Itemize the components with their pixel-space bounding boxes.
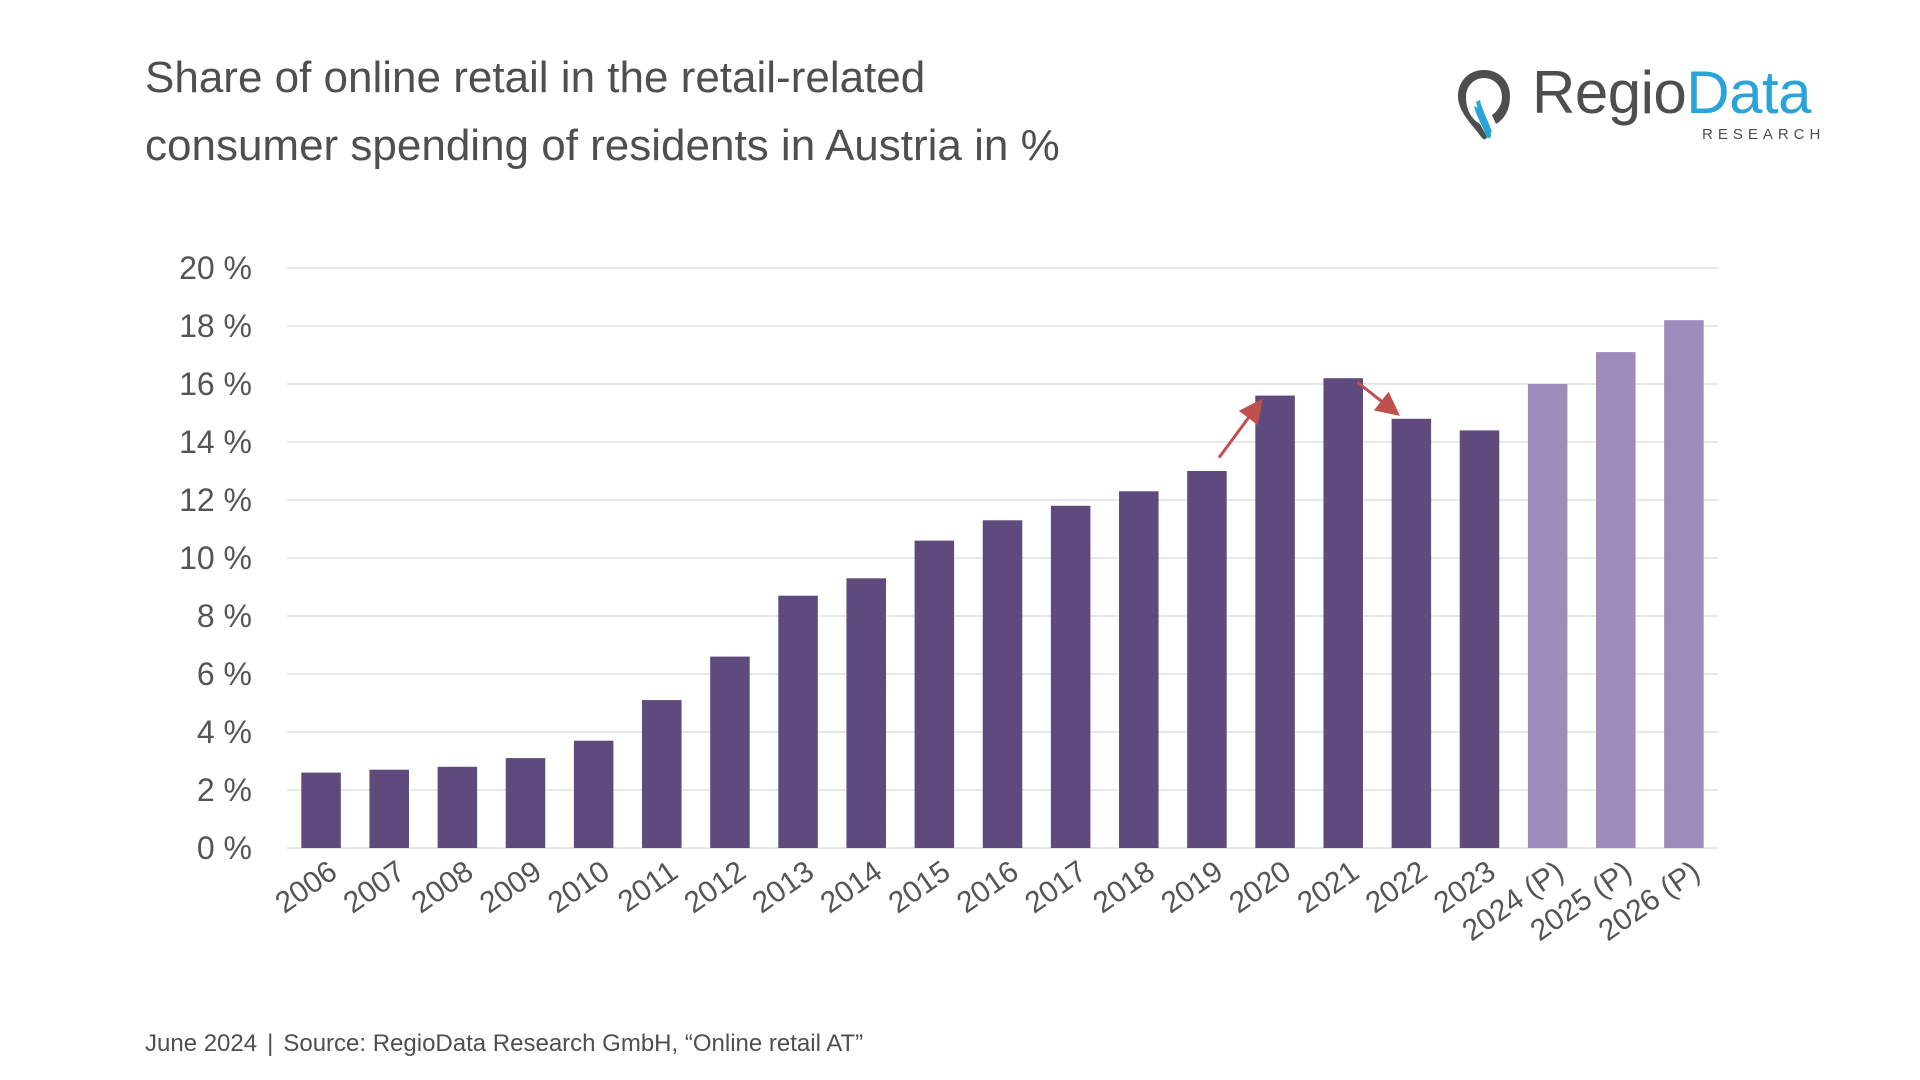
x-tick-label: 2017: [1019, 855, 1093, 920]
x-tick-label: 2015: [883, 855, 957, 920]
footer: June 2024 | Source: RegioData Research Gmb…: [145, 1030, 863, 1058]
chart-title: Share of online retail in the retail-rel…: [145, 44, 1245, 180]
y-tick-label: 16 %: [179, 366, 252, 402]
x-axis-tick-labels: 2006200720082009201020112012201320142015…: [269, 855, 1705, 948]
logo-subtitle: RESEARCH: [1702, 126, 1826, 143]
bar-2011: [642, 700, 682, 848]
bar-2009: [505, 758, 546, 848]
bar-2014: [846, 578, 886, 848]
bar-2016: [982, 520, 1023, 848]
x-tick-label: 2020: [1223, 855, 1297, 920]
x-tick-label: 2008: [406, 855, 480, 920]
bar-2007: [369, 769, 409, 848]
x-tick-label: 2018: [1087, 855, 1161, 920]
bar-2025P: [1596, 352, 1636, 848]
bars: [301, 320, 1704, 848]
bar-2006: [301, 772, 341, 848]
footer-date: June 2024: [145, 1030, 258, 1057]
regiodata-logo: RegioData RESEARCH: [1452, 59, 1832, 154]
x-tick-label: 2011: [612, 855, 684, 919]
y-tick-label: 10 %: [179, 540, 252, 576]
y-axis-tick-labels: 0 % 2 % 4 % 6 % 8 % 10 % 12 % 14 % 16 % 18 % 20 %: [179, 250, 252, 866]
y-tick-label: 8 %: [197, 598, 252, 634]
logo-wordmark-data: Data: [1686, 59, 1812, 126]
y-tick-label: 14 %: [179, 424, 252, 460]
arrow-down-annotation: [1356, 381, 1400, 416]
map-pin-icon: [1458, 70, 1510, 140]
y-tick-label: 4 %: [197, 714, 252, 750]
y-tick-label: 2 %: [197, 772, 252, 808]
bar-2026P: [1664, 320, 1704, 848]
bar-2023: [1459, 430, 1500, 848]
x-tick-label: 2013: [746, 855, 820, 920]
x-tick-label: 2022: [1360, 855, 1434, 920]
bar-2020: [1255, 395, 1295, 848]
trend-arrows: [1217, 381, 1400, 459]
y-tick-label: 20 %: [179, 250, 252, 286]
x-tick-label: 2019: [1155, 855, 1229, 920]
bar-2018: [1119, 491, 1159, 848]
logo-wordmark-regio: Regio: [1532, 59, 1687, 126]
bar-2017: [1050, 505, 1091, 848]
arrow-up-annotation: [1217, 398, 1263, 459]
bar-2021: [1323, 378, 1363, 848]
bar-chart: 0 %2 %4 %6 %8 %10 %12 %14 %16 %18 %20 % …: [179, 250, 1718, 948]
bar-2022: [1391, 418, 1432, 848]
chart-title-line-1: Share of online retail in the retail-rel…: [145, 53, 926, 102]
y-tick-label: 6 %: [197, 656, 252, 692]
x-tick-label: 2010: [542, 855, 616, 920]
x-tick-label: 2016: [951, 855, 1025, 920]
bar-2015: [914, 540, 955, 848]
x-tick-label: 2021: [1292, 855, 1366, 920]
y-tick-label: 0 %: [197, 830, 252, 866]
bar-2008: [437, 766, 478, 848]
bar-2019: [1187, 471, 1227, 848]
bar-2012: [710, 656, 750, 848]
bar-2010: [573, 740, 614, 848]
logo-wordmark: RegioData: [1532, 58, 1812, 128]
x-tick-label: 2014: [815, 855, 889, 920]
footer-source: Source: RegioData Research GmbH, “Online…: [283, 1030, 864, 1057]
chart-title-line-2: consumer spending of residents in Austri…: [145, 121, 1060, 170]
x-tick-label: 2006: [269, 855, 343, 920]
footer-separator: |: [267, 1030, 274, 1057]
x-tick-label: 2012: [678, 855, 752, 920]
bar-2013: [778, 595, 818, 848]
y-tick-label: 18 %: [179, 308, 252, 344]
y-tick-label: 12 %: [179, 482, 252, 518]
x-tick-label: 2007: [338, 855, 412, 920]
x-tick-label: 2009: [474, 855, 548, 920]
bar-2024P: [1527, 384, 1568, 848]
